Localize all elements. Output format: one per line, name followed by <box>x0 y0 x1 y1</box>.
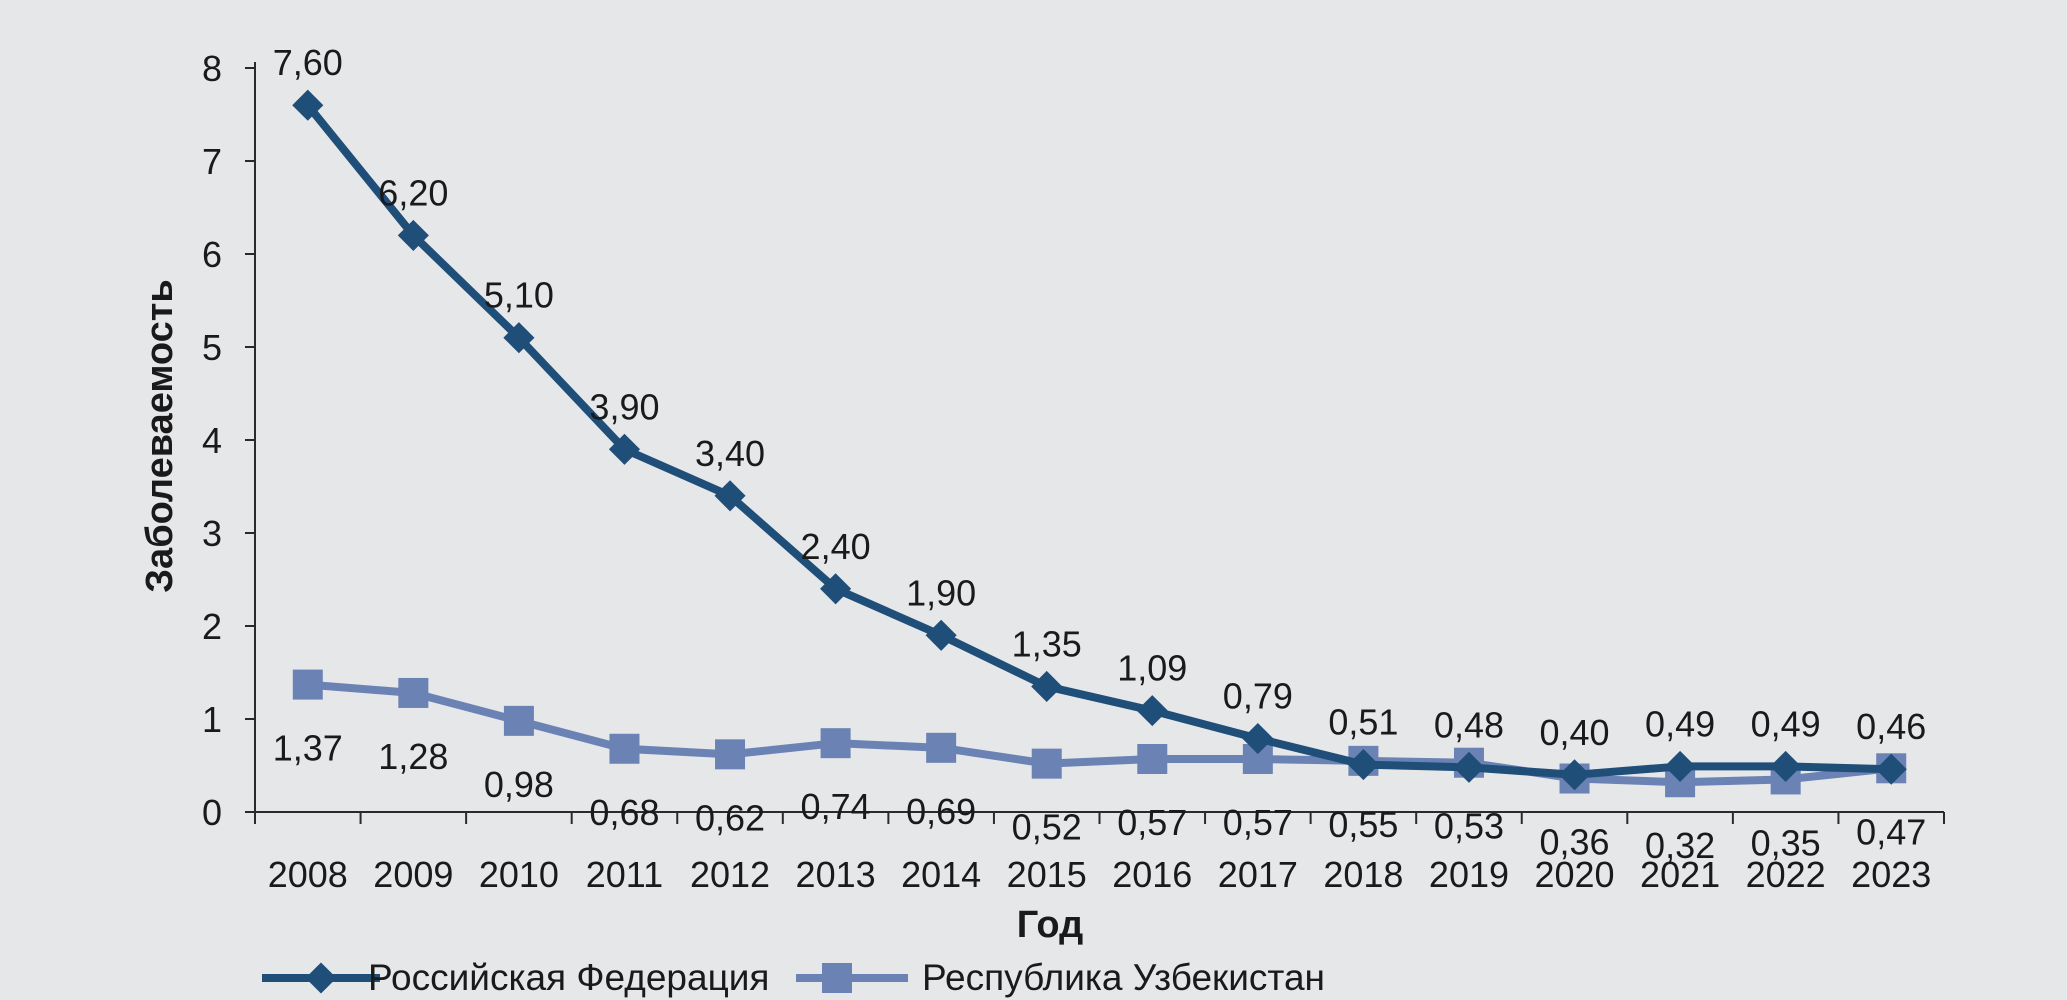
line-uzbekistan <box>307 680 1892 787</box>
data-label-russia-2016: 1,09 <box>1117 648 1187 689</box>
legend-marker-russia-icon <box>305 962 337 994</box>
data-label-uzbekistan-2014: 0,69 <box>906 791 976 832</box>
y-axis-title: Заболеваемость <box>139 279 181 593</box>
data-label-russia-2014: 1,90 <box>906 572 976 613</box>
x-tick-label: 2022 <box>1746 854 1826 895</box>
data-label-uzbekistan-2019: 0,53 <box>1434 806 1504 847</box>
y-tick-label: 7 <box>202 141 222 182</box>
y-tick-label: 2 <box>202 606 222 647</box>
x-tick-label: 2014 <box>901 854 981 895</box>
legend-item-uzbekistan: Республика Узбекистан <box>796 957 1325 998</box>
data-label-russia-2018: 0,51 <box>1328 702 1398 743</box>
data-label-uzbekistan-2015: 0,52 <box>1012 807 1082 848</box>
x-tick-label: 2010 <box>479 854 559 895</box>
data-label-uzbekistan-2020: 0,36 <box>1539 822 1609 863</box>
legend-label-russia: Российская Федерация <box>368 957 769 998</box>
marker-russia-2015 <box>1031 670 1063 703</box>
data-label-uzbekistan-2016: 0,57 <box>1117 802 1187 843</box>
data-label-russia-2013: 2,40 <box>801 526 871 567</box>
data-label-uzbekistan-2009: 1,28 <box>378 736 448 777</box>
data-label-uzbekistan-2023: 0,47 <box>1856 811 1926 852</box>
data-labels: 7,60 6,20 5,10 3,90 3,40 2,40 1,90 1,35 1,09 0,79… <box>273 42 1927 866</box>
data-label-uzbekistan-2011: 0,68 <box>589 792 659 833</box>
y-tick-label: 6 <box>202 234 222 275</box>
axes: 0 1 2 3 4 5 6 7 8 2008 2009 2010 2011 2012 2013 2014 201… <box>202 48 1945 895</box>
data-label-uzbekistan-2012: 0,62 <box>695 797 765 838</box>
data-label-uzbekistan-2017: 0,57 <box>1223 802 1293 843</box>
x-tick-label: 2009 <box>373 854 453 895</box>
data-label-uzbekistan-2010: 0,98 <box>484 764 554 805</box>
data-label-uzbekistan-2022: 0,35 <box>1751 822 1821 863</box>
series-russia <box>292 89 1907 791</box>
data-label-russia-2023: 0,46 <box>1856 706 1926 747</box>
data-label-russia-2011: 3,90 <box>589 386 659 427</box>
legend-marker-uzbekistan-icon <box>822 963 852 993</box>
x-tick-label: 2017 <box>1218 854 1298 895</box>
data-label-russia-2022: 0,49 <box>1751 703 1821 744</box>
series-layer <box>292 89 1907 798</box>
data-label-russia-2009: 6,20 <box>378 172 448 213</box>
y-tick-label: 4 <box>202 420 222 461</box>
data-label-uzbekistan-2008: 1,37 <box>273 728 343 769</box>
data-label-uzbekistan-2018: 0,55 <box>1328 804 1398 845</box>
marker-uzbekistan-2016 <box>1137 743 1168 774</box>
data-label-uzbekistan-2013: 0,74 <box>801 786 871 827</box>
legend-item-russia: Российская Федерация <box>262 957 769 998</box>
data-label-russia-2015: 1,35 <box>1012 623 1082 664</box>
marker-russia-2009 <box>397 219 429 251</box>
y-tick-label: 3 <box>202 513 222 554</box>
legend-label-uzbekistan: Республика Узбекистан <box>922 957 1325 998</box>
x-axis-title: Год <box>1017 904 1083 946</box>
data-label-uzbekistan-2021: 0,32 <box>1645 825 1715 866</box>
marker-uzbekistan-2013 <box>820 728 851 759</box>
y-tick-label: 1 <box>202 699 222 740</box>
data-label-russia-2021: 0,49 <box>1645 703 1715 744</box>
y-tick-label: 5 <box>202 327 222 368</box>
x-tick-label: 2008 <box>268 854 348 895</box>
marker-russia-2016 <box>1136 695 1168 727</box>
data-label-russia-2010: 5,10 <box>484 275 554 316</box>
marker-uzbekistan-2010 <box>503 705 534 736</box>
legend: Российская Федерация Республика Узбекист… <box>262 957 1325 998</box>
marker-uzbekistan-2012 <box>715 739 746 770</box>
x-tick-label: 2012 <box>690 854 770 895</box>
data-label-russia-2020: 0,40 <box>1539 712 1609 753</box>
x-tick-label: 2013 <box>796 854 876 895</box>
y-tick-label: 0 <box>202 792 222 833</box>
data-label-russia-2019: 0,48 <box>1434 704 1504 745</box>
marker-uzbekistan-2008 <box>292 669 323 700</box>
x-tick-label: 2016 <box>1112 854 1192 895</box>
x-tick-label: 2019 <box>1429 854 1509 895</box>
x-tick-label: 2018 <box>1323 854 1403 895</box>
marker-uzbekistan-2015 <box>1031 748 1062 779</box>
marker-russia-2014 <box>925 619 957 651</box>
x-tick-label: 2021 <box>1640 854 1720 895</box>
data-label-russia-2017: 0,79 <box>1223 676 1293 717</box>
data-label-russia-2012: 3,40 <box>695 433 765 474</box>
line-russia <box>304 102 1892 779</box>
x-tick-label: 2020 <box>1534 854 1614 895</box>
x-tick-label: 2011 <box>586 854 663 895</box>
x-tick-label: 2015 <box>1007 854 1087 895</box>
marker-russia-2008 <box>292 89 324 121</box>
x-tick-label: 2023 <box>1851 854 1931 895</box>
marker-uzbekistan-2011 <box>609 733 640 764</box>
marker-uzbekistan-2014 <box>926 732 957 763</box>
y-tick-label: 8 <box>202 48 222 89</box>
marker-uzbekistan-2009 <box>398 677 429 708</box>
data-label-russia-2008: 7,60 <box>273 42 343 83</box>
